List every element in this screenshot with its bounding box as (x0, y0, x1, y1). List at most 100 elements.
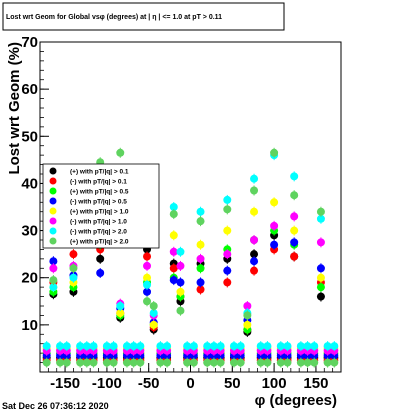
legend-entry-label: (-) with pT/|q| > 0.1 (70, 179, 127, 186)
data-point (203, 358, 212, 367)
data-point (42, 342, 51, 351)
legend-entry-label: (-) with pT/|q| > 2.0 (70, 229, 127, 236)
data-point (290, 252, 299, 261)
data-point (310, 358, 319, 367)
data-point (223, 205, 232, 214)
x-tick-label: -50 (138, 375, 160, 392)
data-point (56, 342, 65, 351)
data-point (270, 148, 279, 157)
data-point (290, 226, 299, 235)
data-point (283, 342, 292, 351)
data-point (229, 358, 238, 367)
data-point (136, 342, 145, 351)
data-point (169, 247, 178, 256)
data-point (223, 226, 232, 235)
data-point (330, 342, 339, 351)
x-tick-label: 150 (303, 375, 328, 392)
data-point (223, 278, 232, 287)
data-point (270, 240, 279, 249)
title-box (2, 2, 285, 31)
data-point (183, 358, 192, 367)
data-point (236, 342, 245, 351)
data-point (250, 236, 259, 244)
data-point (169, 231, 178, 240)
data-point (250, 266, 259, 275)
data-point (109, 358, 118, 367)
legend-entry-label: (-) with pT/|q| > 1.0 (70, 219, 127, 226)
data-point (283, 358, 292, 367)
y-tick-label: 30 (21, 223, 38, 240)
timestamp: Sat Dec 26 07:36:12 2020 (2, 401, 109, 411)
data-point (183, 342, 192, 351)
data-point (143, 273, 152, 282)
data-point (263, 342, 272, 351)
data-point (116, 309, 125, 318)
data-point (49, 276, 58, 285)
data-point (236, 358, 245, 367)
data-point (129, 358, 138, 367)
data-point (176, 306, 185, 315)
x-tick-label: 0 (186, 375, 194, 392)
data-point (89, 358, 98, 367)
data-point (229, 342, 238, 351)
data-point (323, 358, 332, 367)
data-point (243, 320, 252, 329)
y-tick-label: 60 (21, 81, 38, 98)
data-point (129, 342, 138, 351)
data-points (42, 147, 339, 368)
legend-marker (49, 207, 57, 215)
data-point (330, 358, 339, 367)
data-point (169, 210, 178, 219)
y-tick-label: 40 (21, 175, 38, 192)
data-point (196, 285, 205, 294)
data-point (303, 342, 312, 351)
data-point (163, 342, 172, 351)
data-point (82, 358, 91, 367)
legend-entry-label: (+) with pT/|q| > 2.0 (70, 239, 129, 246)
data-point (223, 250, 232, 259)
data-point (270, 221, 279, 230)
data-point (143, 280, 152, 289)
data-point (122, 342, 131, 351)
legend-marker (49, 167, 57, 175)
legend-entry-label: (-) with pT/|q| > 0.5 (70, 199, 127, 206)
data-point (256, 358, 265, 367)
data-point (196, 264, 205, 273)
data-point (176, 287, 185, 296)
data-point (169, 203, 178, 211)
data-point (290, 172, 299, 181)
data-point (143, 261, 152, 270)
data-point (69, 250, 78, 259)
data-point (196, 217, 205, 226)
data-point (149, 302, 158, 310)
data-point (209, 342, 218, 351)
x-axis-title: φ (degrees) (255, 392, 337, 409)
data-point (216, 358, 225, 367)
data-point (290, 191, 299, 200)
legend-marker (49, 217, 57, 225)
data-point (76, 342, 85, 351)
data-point (290, 238, 299, 247)
data-point (290, 212, 299, 221)
data-point (69, 273, 78, 282)
data-point (96, 269, 105, 277)
data-point (209, 358, 218, 367)
data-point (250, 186, 259, 195)
data-point (143, 252, 152, 261)
data-point (156, 358, 165, 367)
data-point (270, 198, 279, 207)
y-tick-label: 20 (21, 270, 38, 287)
data-point (316, 207, 325, 216)
data-point (223, 195, 232, 204)
data-point (176, 247, 185, 256)
data-point (116, 302, 125, 310)
data-point (149, 309, 158, 318)
data-point (189, 358, 198, 367)
data-point (56, 358, 65, 367)
data-point (62, 358, 71, 367)
data-point (196, 278, 205, 287)
x-tick-label: 100 (262, 375, 287, 392)
legend-entry-label: (+) with pT/|q| > 0.5 (70, 189, 129, 196)
data-point (136, 358, 145, 367)
